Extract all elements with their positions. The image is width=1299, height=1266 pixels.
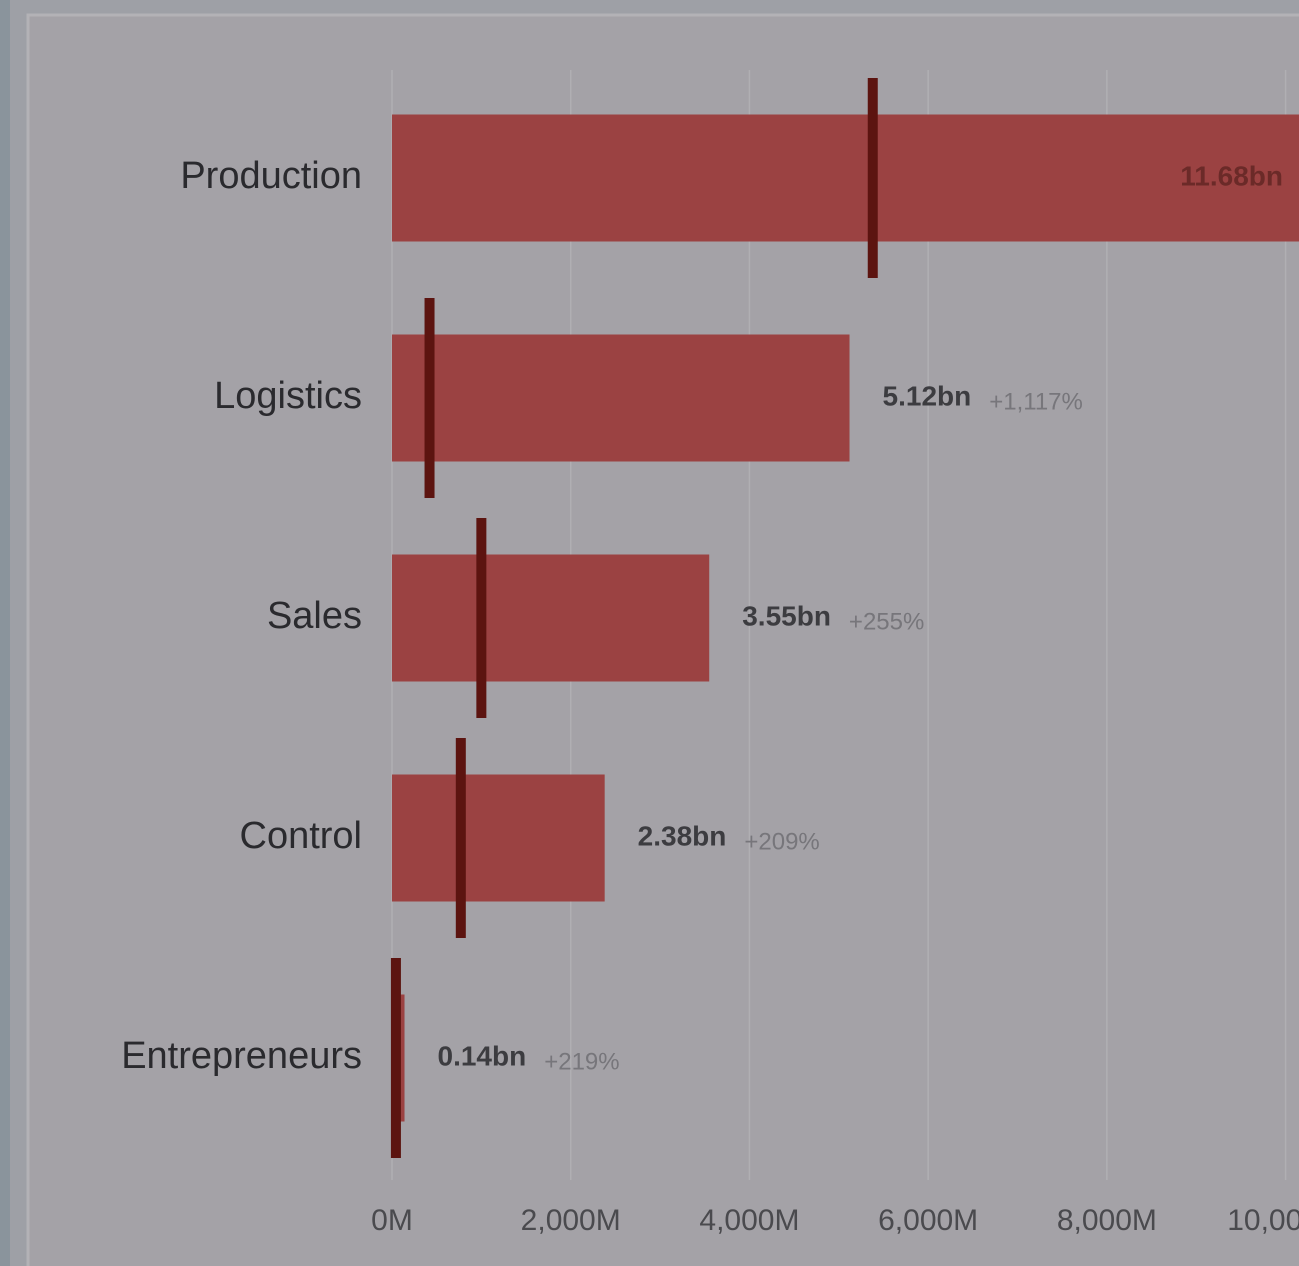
value-label: 3.55bn: [742, 600, 831, 631]
bar: [392, 554, 710, 682]
category-label: Control: [240, 815, 363, 857]
x-tick-label: 4,000M: [699, 1204, 799, 1237]
category-label: Entrepreneurs: [121, 1035, 362, 1077]
change-label: +219%: [544, 1048, 619, 1075]
value-label: 5.12bn: [883, 380, 972, 411]
target-marker: [424, 298, 435, 498]
value-label: 11.68bn: [1180, 160, 1283, 191]
bar: [392, 334, 850, 462]
change-label: +255%: [849, 608, 924, 635]
x-tick-label: 10,000M: [1227, 1204, 1299, 1237]
target-marker: [390, 958, 401, 1158]
x-tick-label: 8,000M: [1057, 1204, 1157, 1237]
x-tick-label: 0M: [371, 1204, 413, 1237]
x-tick-label: 6,000M: [878, 1204, 978, 1237]
grid: [391, 70, 1287, 1180]
value-label: 2.38bn: [638, 820, 727, 851]
bar: [392, 774, 605, 902]
category-label: Logistics: [214, 375, 362, 417]
target-marker: [455, 738, 466, 938]
category-label: Sales: [267, 595, 362, 637]
x-tick-label: 2,000M: [521, 1204, 621, 1237]
marks: [390, 78, 1299, 1158]
side-strip: [0, 0, 10, 1266]
bar: [392, 114, 1299, 242]
labels: 0M 2,000M 4,000M 6,000M 8,000M 10,000M Product…: [121, 155, 1299, 1237]
target-marker: [867, 78, 878, 278]
change-label: +209%: [744, 828, 819, 855]
change-label: +1,117%: [989, 388, 1083, 415]
value-label: 0.14bn: [438, 1040, 527, 1071]
category-label: Production: [180, 155, 362, 197]
target-marker: [476, 518, 487, 718]
